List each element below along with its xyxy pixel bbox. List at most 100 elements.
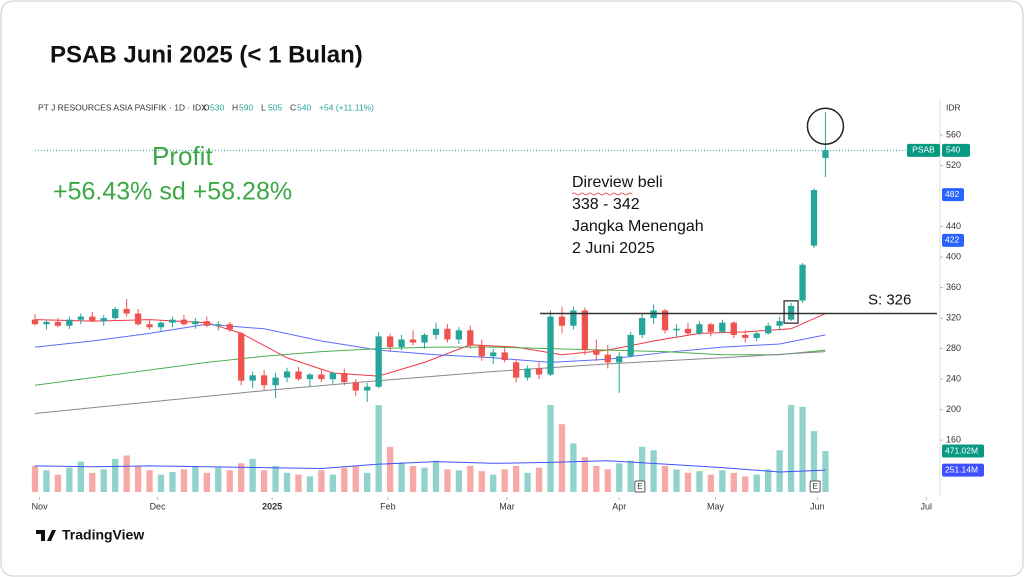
candle-body (421, 334, 428, 343)
volume-bar (810, 431, 818, 492)
volume-bar (134, 465, 142, 492)
candle-body (306, 374, 314, 380)
volume-bar (547, 405, 554, 492)
candle-body (203, 321, 210, 326)
volume-bar (386, 446, 394, 492)
volume-bar (43, 470, 50, 492)
candle-body (707, 324, 715, 332)
y-tick-label: 440 (946, 221, 961, 231)
candle-body (54, 321, 62, 326)
volume-bar (535, 467, 543, 492)
candle-body (581, 310, 589, 351)
candle-body (719, 322, 726, 332)
candle-body (329, 373, 336, 380)
x-tick-label: Mar (499, 501, 515, 511)
candle-body (444, 328, 451, 340)
candle-body (593, 350, 600, 355)
volume-bar (421, 467, 428, 492)
y-tick-label: 200 (946, 404, 961, 414)
y-tick-label: 400 (946, 251, 961, 261)
highlight-circle (806, 107, 845, 145)
candle-body (352, 382, 359, 391)
candle-body (490, 352, 497, 357)
volume-bar (157, 474, 165, 492)
volume-bar (616, 463, 623, 492)
ohlc-key: O (203, 102, 210, 112)
volume-bar (696, 471, 703, 492)
volume-bar (146, 470, 153, 492)
candle-body (226, 324, 233, 330)
candle-body (134, 313, 142, 325)
volume-bar (765, 469, 772, 492)
candle-body (260, 375, 268, 386)
volume-bar (226, 470, 233, 492)
candle-body (765, 325, 772, 334)
candle-body (295, 371, 302, 380)
candle-body (100, 318, 107, 322)
volume-bar (77, 461, 84, 492)
event-label: E (812, 482, 817, 491)
volume-bar (719, 470, 726, 492)
y-tick-label: 520 (946, 160, 961, 170)
candle-body (616, 356, 623, 363)
volume-bar (364, 472, 371, 492)
ohlc-value: 530 (210, 102, 224, 112)
candle-body (547, 316, 554, 375)
chart-title: PSAB Juni 2025 (< 1 Bulan) (50, 41, 363, 68)
x-tick-label: Feb (380, 501, 396, 511)
candle-body (409, 339, 417, 343)
volume-bar (398, 462, 405, 492)
volume-bar (684, 472, 692, 492)
change: +54 (+11.11%) (319, 102, 374, 112)
candle-body (89, 316, 96, 322)
volume-bar (260, 470, 268, 492)
event-marker (809, 480, 821, 493)
price-tag (942, 188, 964, 202)
x-tick-label: Apr (612, 501, 626, 511)
candle-body (558, 316, 566, 326)
price-tag-label: 540 (946, 145, 960, 155)
highlight-box (783, 300, 799, 324)
volume-bar (730, 472, 737, 492)
price-tag-label: 482 (945, 189, 959, 199)
candle-body (650, 310, 657, 319)
annotation: Direview beli (572, 174, 663, 191)
candle-body (341, 373, 348, 383)
candle-body (570, 310, 577, 326)
volume-bar (329, 474, 336, 492)
volume-bar (570, 443, 577, 492)
candle-body (604, 354, 611, 363)
candle-body (673, 328, 680, 331)
volume-bar (112, 458, 119, 492)
volume-bar (661, 465, 669, 492)
ma-line (34, 346, 826, 386)
candle-body (639, 318, 646, 335)
candle-body (684, 328, 692, 334)
volume-bar (203, 472, 210, 492)
candle-body (272, 377, 279, 386)
volume-bar (639, 446, 646, 492)
volume-bar (31, 465, 39, 492)
candle-body (31, 319, 39, 325)
x-tick-label: Nov (32, 501, 49, 511)
price-tag (942, 463, 984, 477)
volume-bar (180, 469, 188, 492)
candle-body (123, 308, 130, 314)
candle-body (661, 310, 669, 331)
candle-body (501, 352, 508, 361)
candle-body (753, 333, 760, 338)
ohlc-key: C (290, 102, 296, 112)
y-tick-label: 240 (946, 374, 961, 384)
price-tag (942, 143, 970, 157)
ma-line (34, 323, 826, 363)
annotation: Jangka Menengah (572, 218, 704, 235)
candle-body (398, 339, 405, 348)
volume-bar (215, 467, 222, 492)
candle-body (180, 319, 188, 325)
volume-bar (627, 460, 634, 492)
candle-body (146, 324, 153, 328)
volume-bar (673, 469, 680, 492)
volume-bar (283, 472, 291, 492)
